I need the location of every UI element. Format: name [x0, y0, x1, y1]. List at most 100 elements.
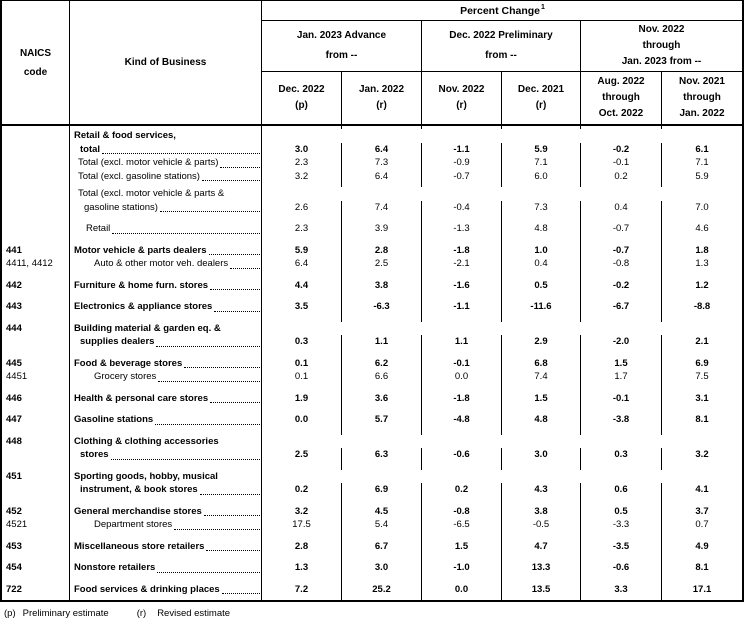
spacer-cell	[2, 496, 70, 505]
value-cell: 0.2	[422, 483, 502, 497]
table-row: Total (excl. motor vehicle & parts & gaso…	[2, 187, 742, 214]
spacer-cell	[502, 574, 581, 583]
naics-code-header: NAICS code	[2, 1, 70, 124]
spacer-cell	[502, 348, 581, 357]
group-header-line: Jan. 2023 Advance	[296, 30, 387, 41]
spacer-cell	[502, 126, 581, 129]
value-cell: -0.1	[581, 156, 662, 170]
value-cell: 0.6	[581, 483, 662, 497]
percent-change-header-block: Percent Change 1 Jan. 2023 Advance from --…	[262, 1, 742, 124]
spacer-row	[2, 496, 742, 505]
kind-of-business-header: Kind of Business	[70, 1, 262, 124]
business-name-line: Retail	[70, 222, 261, 236]
naics-header-line2: code	[23, 66, 48, 78]
spacer-cell	[2, 426, 70, 435]
spacer-cell	[70, 426, 262, 435]
business-name-text: Retail & food services,	[74, 130, 176, 141]
spacer-cell	[262, 214, 342, 222]
value-cell: -0.9	[422, 156, 502, 170]
group-header-line: Nov. 2022	[638, 24, 685, 35]
spacer-cell	[2, 531, 70, 540]
spacer-cell	[581, 553, 662, 561]
spacer-cell	[2, 183, 70, 187]
business-name-line: Total (excl. motor vehicle & parts)	[70, 156, 261, 170]
spacer-cell	[2, 270, 70, 279]
spacer-cell	[342, 405, 422, 413]
column-header-3: Dec. 2021 (r)	[502, 72, 581, 124]
group-header-1: Dec. 2022 Preliminary from --	[422, 21, 581, 71]
value-cell: -3.8	[581, 413, 662, 427]
business-name-line: Sporting goods, hobby, musical	[70, 470, 261, 484]
spacer-cell	[662, 271, 742, 279]
business-name-cell: Electronics & appliance stores	[70, 300, 262, 314]
value-cell: 1.1	[422, 335, 502, 349]
naics-code-cell: 722	[2, 582, 70, 596]
spacer-cell	[2, 574, 70, 583]
value-cell: -0.4	[422, 200, 502, 214]
value-cell: 3.8	[502, 504, 581, 518]
dot-leader	[201, 180, 260, 181]
column-header-line: (p)	[295, 100, 308, 111]
spacer-cell	[262, 183, 342, 187]
value-cell: 0.4	[502, 257, 581, 271]
spacer-cell	[502, 292, 581, 300]
spacer-cell	[422, 574, 502, 583]
business-name-line: Electronics & appliance stores	[70, 300, 261, 314]
value-cell: 0.1	[262, 370, 342, 384]
value-cell: 2.8	[342, 243, 422, 257]
value-cell: 3.0	[502, 448, 581, 462]
spacer-cell	[2, 126, 70, 129]
value-cell: 3.9	[342, 222, 422, 236]
value-cell: 5.9	[262, 243, 342, 257]
value-cell: 0.7	[695, 519, 709, 530]
spacer-cell	[2, 553, 70, 561]
naics-header-line1: NAICS	[19, 47, 52, 59]
column-header-line: (r)	[535, 100, 547, 111]
value-cell: -0.5	[502, 518, 581, 532]
value-cell: 3.2	[262, 169, 342, 183]
spacer-cell	[70, 405, 262, 413]
spacer-cell	[262, 270, 342, 279]
value-cell: 6.6	[342, 370, 422, 384]
column-header-line: Nov. 2022	[438, 84, 485, 95]
value-cell: 2.1	[695, 336, 709, 347]
spacer-cell	[262, 405, 342, 413]
business-name-text: Furniture & home furn. stores	[74, 279, 209, 291]
column-header-1: Jan. 2022 (r)	[342, 72, 422, 124]
spacer-cell	[581, 461, 662, 470]
spacer-cell	[581, 496, 662, 505]
value-cell: 3.8	[342, 278, 422, 292]
business-name-line: total	[70, 143, 261, 157]
value-cell: -1.1	[422, 142, 502, 156]
business-name-line: stores	[70, 448, 261, 462]
value-cell: -11.6	[502, 300, 581, 314]
spacer-cell	[262, 461, 342, 470]
spacer-cell	[502, 461, 581, 470]
spacer-cell	[342, 183, 422, 187]
spacer-cell	[422, 496, 502, 505]
business-name-cell: Miscellaneous store retailers	[70, 539, 262, 553]
spacer-cell	[502, 405, 581, 413]
business-name-text: Electronics & appliance stores	[74, 301, 213, 312]
value-cell: 6.1	[695, 143, 709, 155]
spacer-cell	[422, 553, 502, 561]
value-cell: 4.3	[502, 483, 581, 497]
percent-change-title: Percent Change 1	[262, 1, 742, 21]
spacer-cell	[502, 531, 581, 540]
spacer-cell	[502, 313, 581, 322]
spacer-cell	[342, 496, 422, 505]
business-name-cell: General merchandise stores	[70, 504, 262, 518]
table-row: Total (excl. motor vehicle & parts) 2.3 7.…	[2, 156, 742, 170]
value-cell: 0.2	[581, 169, 662, 183]
spacer-cell	[581, 531, 662, 540]
naics-code-cell: 4451	[2, 370, 70, 384]
business-name-cell: Sporting goods, hobby, musical instrument…	[70, 469, 262, 497]
value-cell: -0.2	[581, 278, 662, 292]
spacer-cell	[262, 553, 342, 561]
dot-leader	[156, 345, 260, 347]
table-row: 4451 Grocery stores 0.1 6.6 0.0 7.4 1.7 7.5	[2, 370, 742, 384]
spacer-cell	[502, 553, 581, 561]
value-cell: 3.3	[581, 582, 662, 596]
spacer-cell	[2, 235, 70, 244]
spacer-cell	[262, 313, 342, 322]
